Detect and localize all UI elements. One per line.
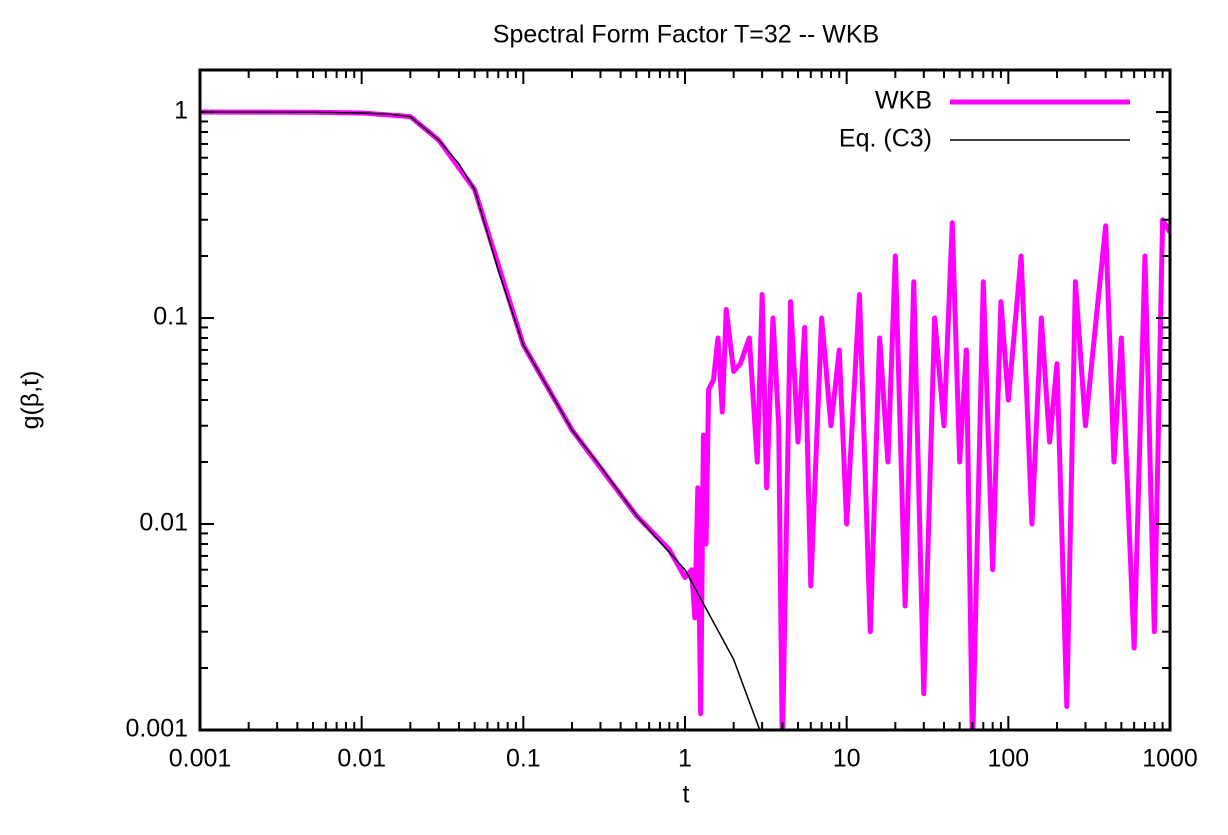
x-tick-label: 10	[833, 745, 861, 773]
y-tick-label: 0.1	[153, 303, 188, 331]
y-axis-label: g(β,t)	[17, 371, 45, 430]
y-tick-label: 0.001	[125, 715, 188, 743]
legend-label: WKB	[875, 87, 932, 115]
x-tick-label: 0.1	[506, 745, 541, 773]
x-tick-label: 100	[987, 745, 1029, 773]
x-tick-label: 1000	[1142, 745, 1198, 773]
x-tick-label: 1	[678, 745, 692, 773]
series-line	[200, 109, 1170, 730]
plot-frame	[198, 68, 1172, 732]
x-tick-label: 0.001	[169, 745, 232, 773]
legend-label: Eq. (C3)	[839, 125, 932, 153]
series-line	[200, 111, 761, 730]
chart-title: Spectral Form Factor T=32 -- WKB	[493, 21, 879, 49]
x-axis-label: t	[683, 781, 690, 809]
y-tick-label: 0.01	[139, 509, 188, 537]
plot-area	[200, 109, 1170, 730]
x-tick-label: 0.01	[337, 745, 386, 773]
y-tick-label: 1	[174, 97, 188, 125]
